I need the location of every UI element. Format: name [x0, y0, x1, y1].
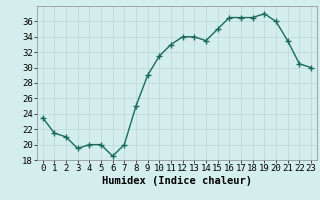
- X-axis label: Humidex (Indice chaleur): Humidex (Indice chaleur): [102, 176, 252, 186]
